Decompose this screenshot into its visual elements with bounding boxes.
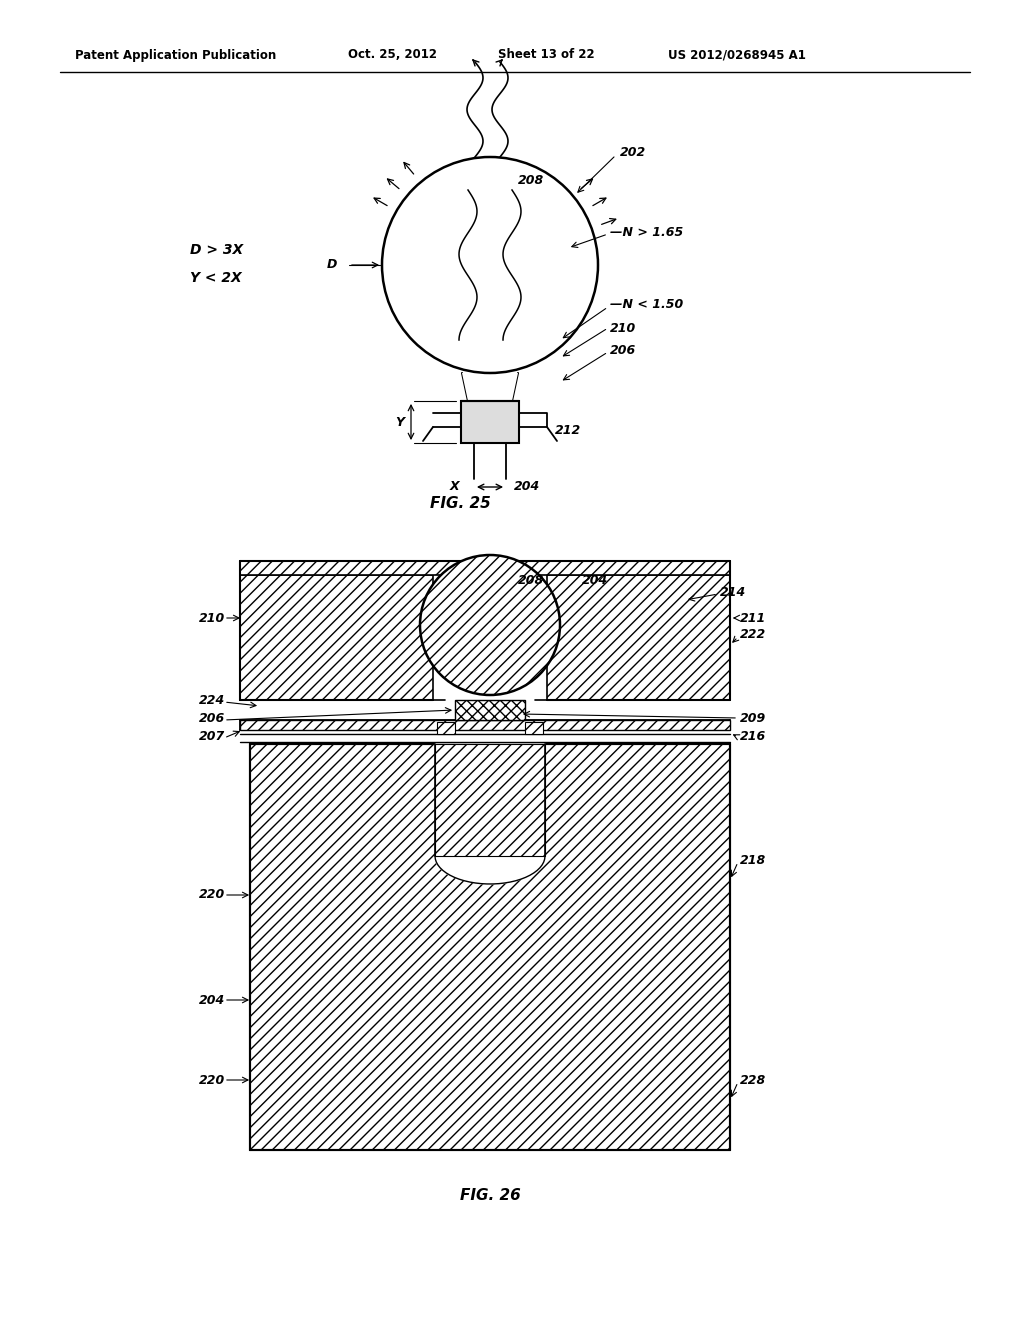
Text: X: X (450, 480, 460, 494)
Bar (240, 576, 433, 700)
Text: Oct. 25, 2012: Oct. 25, 2012 (348, 49, 437, 62)
Text: 211: 211 (740, 611, 766, 624)
Text: Patent Application Publication: Patent Application Publication (75, 49, 276, 62)
Text: 204: 204 (514, 480, 541, 494)
Text: 207: 207 (199, 730, 225, 742)
Text: 214: 214 (720, 586, 746, 598)
Text: Y < 2X: Y < 2X (190, 271, 242, 285)
Text: 204: 204 (199, 994, 225, 1006)
Text: 224: 224 (199, 693, 225, 706)
Circle shape (420, 554, 560, 696)
Text: 212: 212 (555, 424, 582, 437)
Text: —N < 1.50: —N < 1.50 (610, 298, 683, 312)
Text: D: D (327, 259, 337, 272)
Text: Y: Y (395, 416, 404, 429)
Text: 210: 210 (199, 611, 225, 624)
Text: 228: 228 (740, 1073, 766, 1086)
Text: 220: 220 (199, 1073, 225, 1086)
Text: 202: 202 (620, 145, 646, 158)
Bar (437, 722, 455, 734)
Polygon shape (462, 374, 518, 401)
Text: 208: 208 (518, 173, 544, 186)
Text: 216: 216 (740, 730, 766, 742)
Text: 206: 206 (199, 711, 225, 725)
Text: Sheet 13 of 22: Sheet 13 of 22 (498, 49, 595, 62)
Text: 209: 209 (740, 711, 766, 725)
Text: D > 3X: D > 3X (190, 243, 244, 257)
Text: 208: 208 (518, 573, 544, 586)
Bar (547, 576, 730, 700)
Bar (250, 744, 730, 1150)
Bar (525, 722, 543, 734)
Polygon shape (435, 744, 545, 855)
Text: FIG. 25: FIG. 25 (430, 495, 490, 511)
Text: 204: 204 (582, 573, 608, 586)
Text: 218: 218 (740, 854, 766, 866)
Text: FIG. 26: FIG. 26 (460, 1188, 520, 1203)
Bar (455, 700, 525, 719)
Polygon shape (461, 401, 519, 444)
Text: 210: 210 (610, 322, 636, 334)
Bar (240, 719, 730, 730)
Bar (240, 561, 730, 576)
Text: 222: 222 (740, 628, 766, 642)
Polygon shape (435, 744, 545, 884)
Text: —N > 1.65: —N > 1.65 (610, 226, 683, 239)
Bar (435, 744, 545, 855)
Text: 206: 206 (610, 343, 636, 356)
Text: 220: 220 (199, 888, 225, 902)
Circle shape (382, 157, 598, 374)
Text: US 2012/0268945 A1: US 2012/0268945 A1 (668, 49, 806, 62)
